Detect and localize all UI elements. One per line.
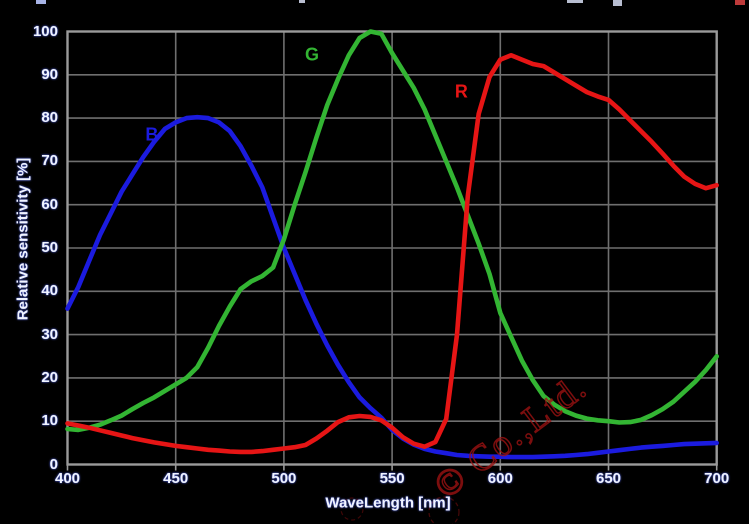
y-tick-label: 40 (41, 282, 58, 300)
plot-border (66, 30, 718, 466)
y-tick-label: 0 (49, 455, 58, 473)
y-tick-label: 20 (41, 368, 58, 386)
x-tick-label: 550 (379, 469, 405, 487)
y-tick-label: 80 (41, 109, 58, 127)
curve-R (65, 53, 719, 455)
series-label-G: G (305, 44, 320, 65)
x-tick-label: 700 (704, 469, 730, 487)
cropped-title-fragments (36, 0, 745, 6)
x-tick-label: 500 (271, 469, 297, 487)
watermark-stamp-circle (428, 496, 460, 524)
y-tick-label: 100 (32, 22, 58, 40)
y-tick-label: 30 (41, 325, 58, 343)
x-tick-label: 600 (487, 469, 513, 487)
y-tick-label: 70 (41, 152, 58, 170)
x-tick-label: 400 (54, 469, 81, 487)
plot-border-rect (66, 30, 718, 466)
series-label-R: R (454, 81, 468, 102)
y-tick-label: 10 (41, 412, 58, 430)
series-label-B: B (145, 124, 159, 145)
y-tick-label: 50 (41, 239, 58, 256)
curve-G (65, 29, 719, 433)
x-tick-label: 650 (595, 469, 622, 487)
y-tick-label: 60 (41, 195, 58, 213)
x-tick-label: 450 (163, 469, 189, 487)
sensitivity-curves (65, 29, 719, 460)
watermark-stamp-circle (340, 497, 364, 521)
plot-grid (67, 31, 717, 465)
y-tick-label: 90 (41, 65, 58, 83)
x-axis-title: WaveLength [nm] (325, 494, 451, 512)
